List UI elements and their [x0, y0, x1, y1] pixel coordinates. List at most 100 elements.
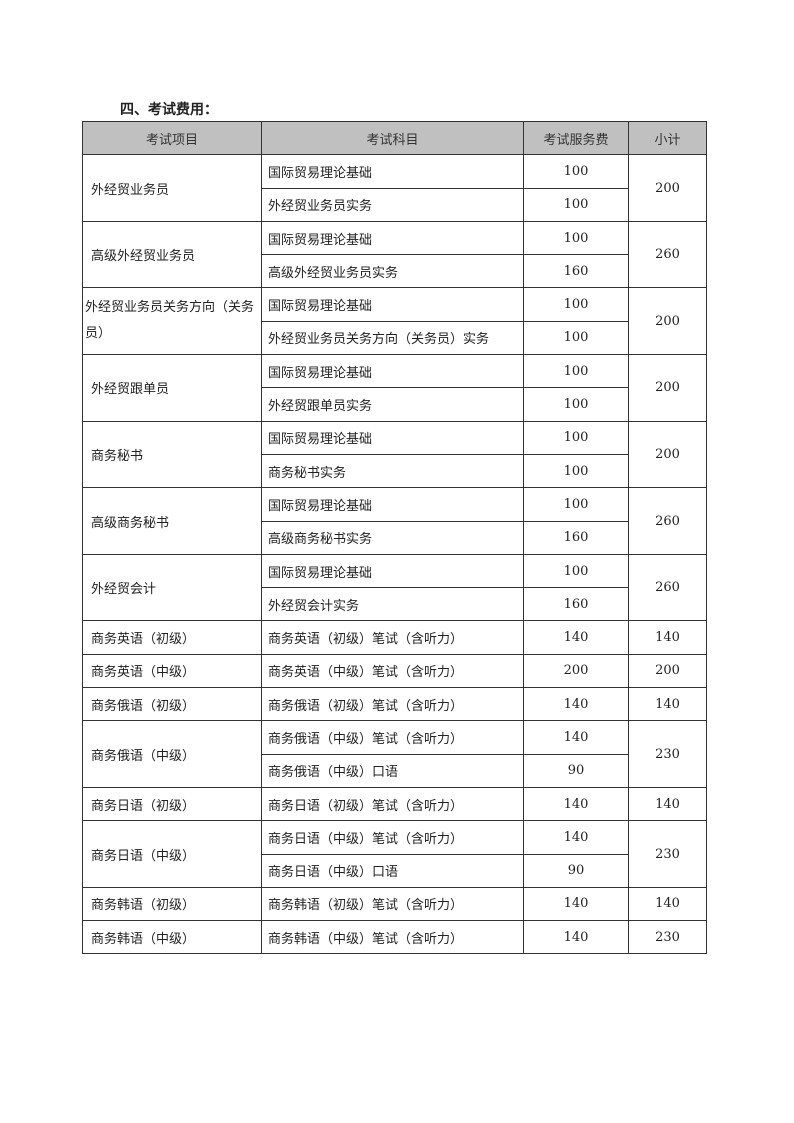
exam-subject-cell: 商务秘书实务: [261, 453, 524, 489]
subtotal-cell: 140: [628, 786, 707, 822]
exam-item-cell: 商务俄语（初级）: [82, 687, 262, 722]
exam-item-cell: 外经贸会计: [82, 553, 262, 622]
subtotal-cell: 200: [628, 653, 707, 689]
service-fee-cell: 100: [523, 487, 629, 522]
subtotal-cell: 140: [628, 886, 707, 922]
exam-item-cell: 商务韩语（初级）: [82, 886, 262, 922]
service-fee-cell: 100: [523, 420, 629, 455]
table-row: 外经贸业务员关务方向（关务员） 国际贸易理论基础 100 200: [82, 287, 707, 356]
exam-subject-cell: 国际贸易理论基础: [261, 220, 524, 256]
exam-item-cell: 商务韩语（中级）: [82, 920, 262, 955]
subtotal-cell: 230: [628, 720, 707, 788]
service-fee-cell: 100: [523, 320, 629, 356]
table-row: 外经贸业务员 国际贸易理论基础 100 200: [82, 154, 707, 222]
service-fee-cell: 140: [523, 687, 629, 722]
table-row: 商务日语（中级） 商务日语（中级）笔试（含听力） 140 230: [82, 820, 707, 888]
exam-item-cell: 外经贸业务员关务方向（关务员）: [82, 287, 262, 356]
subtotal-cell: 260: [628, 553, 707, 622]
subtotal-cell: 260: [628, 220, 707, 289]
exam-subject-cell: 商务日语（初级）笔试（含听力）: [261, 786, 524, 822]
exam-subject-cell: 高级商务秘书实务: [261, 520, 524, 555]
exam-item-cell: 商务日语（中级）: [82, 820, 262, 888]
exam-item-cell: 高级外经贸业务员: [82, 220, 262, 289]
service-fee-cell: 100: [523, 354, 629, 389]
table-row: 高级商务秘书 国际贸易理论基础 100 260: [82, 487, 707, 555]
exam-subject-cell: 国际贸易理论基础: [261, 487, 524, 522]
exam-subject-cell: 商务俄语（初级）笔试（含听力）: [261, 687, 524, 722]
table-row: 商务秘书实务 100: [83, 453, 707, 489]
table-row: 高级外经贸业务员 国际贸易理论基础 100 260: [82, 220, 707, 289]
exam-subject-cell: 商务俄语（中级）口语: [261, 753, 524, 788]
table-row: 外经贸会计实务 160: [83, 587, 707, 622]
exam-subject-cell: 商务俄语（中级）笔试（含听力）: [261, 720, 524, 755]
header-subtotal: 小计: [628, 120, 707, 156]
exam-item-cell: 商务英语（中级）: [82, 653, 262, 689]
table-row: 商务日语（初级） 商务日语（初级）笔试（含听力） 140 140: [82, 786, 707, 822]
exam-subject-cell: 外经贸会计实务: [261, 587, 524, 622]
service-fee-cell: 100: [523, 287, 629, 322]
subtotal-cell: 200: [628, 420, 707, 489]
subtotal-cell: 200: [628, 354, 707, 422]
exam-subject-cell: 商务韩语（中级）笔试（含听力）: [261, 920, 524, 955]
exam-item-cell: 高级商务秘书: [82, 487, 262, 555]
service-fee-cell: 100: [523, 387, 629, 422]
service-fee-cell: 140: [523, 620, 629, 655]
exam-subject-cell: 商务英语（中级）笔试（含听力）: [261, 653, 524, 689]
exam-item-cell: 商务日语（初级）: [82, 786, 262, 822]
table-row: 商务日语（中级）口语 90: [83, 853, 707, 888]
service-fee-cell: 140: [523, 920, 629, 955]
subtotal-cell: 140: [628, 620, 707, 655]
subtotal-cell: 260: [628, 487, 707, 555]
table-row: 商务英语（中级） 商务英语（中级）笔试（含听力） 200 200: [82, 653, 707, 689]
exam-subject-cell: 国际贸易理论基础: [261, 354, 524, 389]
exam-item-cell: 外经贸跟单员: [82, 354, 262, 422]
subtotal-cell: 200: [628, 154, 707, 222]
table-row: 高级商务秘书实务 160: [83, 520, 707, 555]
service-fee-cell: 160: [523, 254, 629, 289]
subtotal-cell: 230: [628, 920, 707, 955]
table-row: 商务俄语（中级） 商务俄语（中级）笔试（含听力） 140 230: [82, 720, 707, 788]
service-fee-cell: 100: [523, 553, 629, 589]
service-fee-cell: 160: [523, 587, 629, 622]
table-header-row: 考试项目 考试科目 考试服务费 小计: [82, 120, 707, 156]
section-title: 四、考试费用：: [120, 102, 218, 118]
service-fee-cell: 90: [523, 753, 629, 788]
exam-subject-cell: 国际贸易理论基础: [261, 420, 524, 455]
table-row: 外经贸跟单员 国际贸易理论基础 100 200: [82, 354, 707, 422]
exam-item-cell: 商务英语（初级）: [82, 620, 262, 655]
service-fee-cell: 140: [523, 720, 629, 755]
table-row: 外经贸业务员实务 100: [83, 187, 707, 222]
table-row: 商务韩语（初级） 商务韩语（初级）笔试（含听力） 140 140: [82, 886, 707, 922]
exam-item-cell: 商务俄语（中级）: [82, 720, 262, 788]
subtotal-cell: 230: [628, 820, 707, 888]
exam-subject-cell: 商务韩语（初级）笔试（含听力）: [261, 886, 524, 922]
service-fee-cell: 140: [523, 786, 629, 822]
header-service-fee: 考试服务费: [523, 120, 629, 156]
exam-item-cell: 商务秘书: [82, 420, 262, 489]
service-fee-cell: 100: [523, 220, 629, 256]
exam-fee-table: 考试项目 考试科目 考试服务费 小计 外经贸业务员 国际贸易理论基础 100 200 外…: [82, 120, 707, 955]
service-fee-cell: 160: [523, 520, 629, 555]
exam-subject-cell: 外经贸业务员关务方向（关务员）实务: [261, 320, 524, 356]
header-exam-item: 考试项目: [82, 120, 262, 156]
table-row: 商务俄语（中级）口语 90: [83, 753, 707, 788]
table-row: 商务英语（初级） 商务英语（初级）笔试（含听力） 140 140: [82, 620, 707, 655]
subtotal-cell: 140: [628, 687, 707, 722]
table-row: 商务秘书 国际贸易理论基础 100 200: [82, 420, 707, 489]
service-fee-cell: 90: [523, 853, 629, 888]
exam-subject-cell: 外经贸业务员实务: [261, 187, 524, 222]
service-fee-cell: 100: [523, 453, 629, 489]
service-fee-cell: 100: [523, 154, 629, 189]
exam-subject-cell: 外经贸跟单员实务: [261, 387, 524, 422]
table-row: 商务俄语（初级） 商务俄语（初级）笔试（含听力） 140 140: [82, 687, 707, 722]
service-fee-cell: 140: [523, 886, 629, 922]
exam-subject-cell: 国际贸易理论基础: [261, 553, 524, 589]
exam-subject-cell: 国际贸易理论基础: [261, 154, 524, 189]
subtotal-cell: 200: [628, 287, 707, 356]
service-fee-cell: 200: [523, 653, 629, 689]
exam-item-cell: 外经贸业务员: [82, 154, 262, 222]
table-row: 外经贸会计 国际贸易理论基础 100 260: [82, 553, 707, 622]
header-exam-subject: 考试科目: [261, 120, 524, 156]
table-row: 外经贸业务员关务方向（关务员）实务 100: [83, 320, 707, 356]
exam-subject-cell: 商务英语（初级）笔试（含听力）: [261, 620, 524, 655]
